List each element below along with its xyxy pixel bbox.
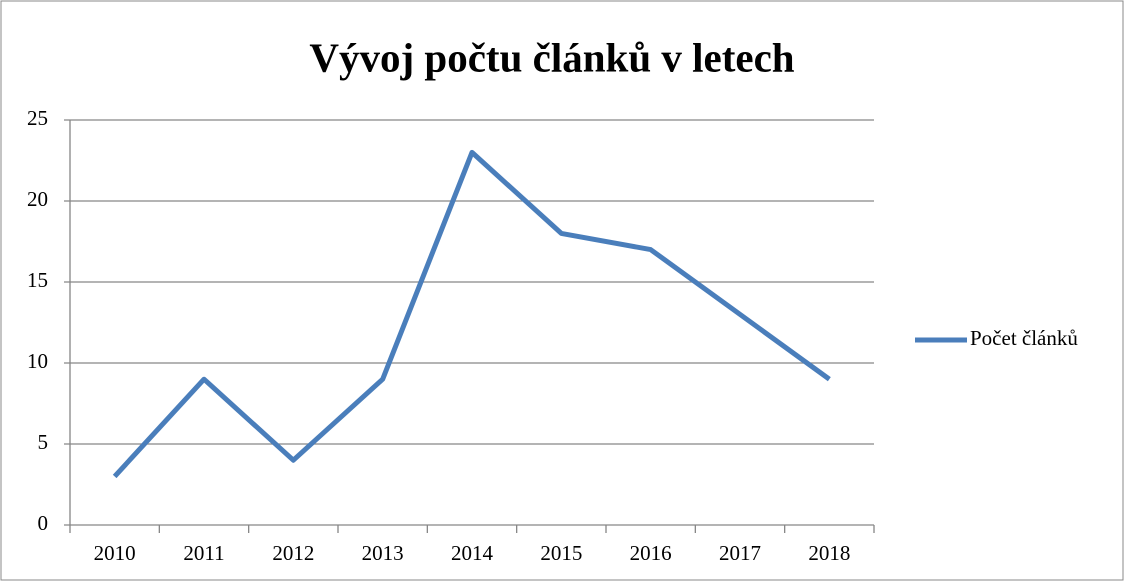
y-tick-label: 15: [27, 268, 48, 292]
y-tick-label: 10: [27, 349, 48, 373]
y-tick-label: 5: [38, 430, 49, 454]
x-tick-label: 2012: [272, 541, 314, 565]
x-tick-label: 2015: [540, 541, 582, 565]
x-tick-label: 2016: [630, 541, 672, 565]
x-tick-label: 2014: [451, 541, 494, 565]
x-tick-label: 2018: [808, 541, 850, 565]
x-tick-label: 2010: [94, 541, 136, 565]
x-tick-label: 2013: [362, 541, 404, 565]
line-series: [112, 149, 831, 479]
y-tick-label: 20: [27, 187, 48, 211]
x-tick-label: 2011: [183, 541, 224, 565]
y-tick-label: 25: [27, 106, 48, 130]
legend-label: Počet článků: [970, 326, 1078, 350]
y-tick-label: 0: [38, 511, 49, 535]
x-tick-label: 2017: [719, 541, 761, 565]
chart-title: Vývoj počtu článků v letech: [309, 34, 794, 80]
